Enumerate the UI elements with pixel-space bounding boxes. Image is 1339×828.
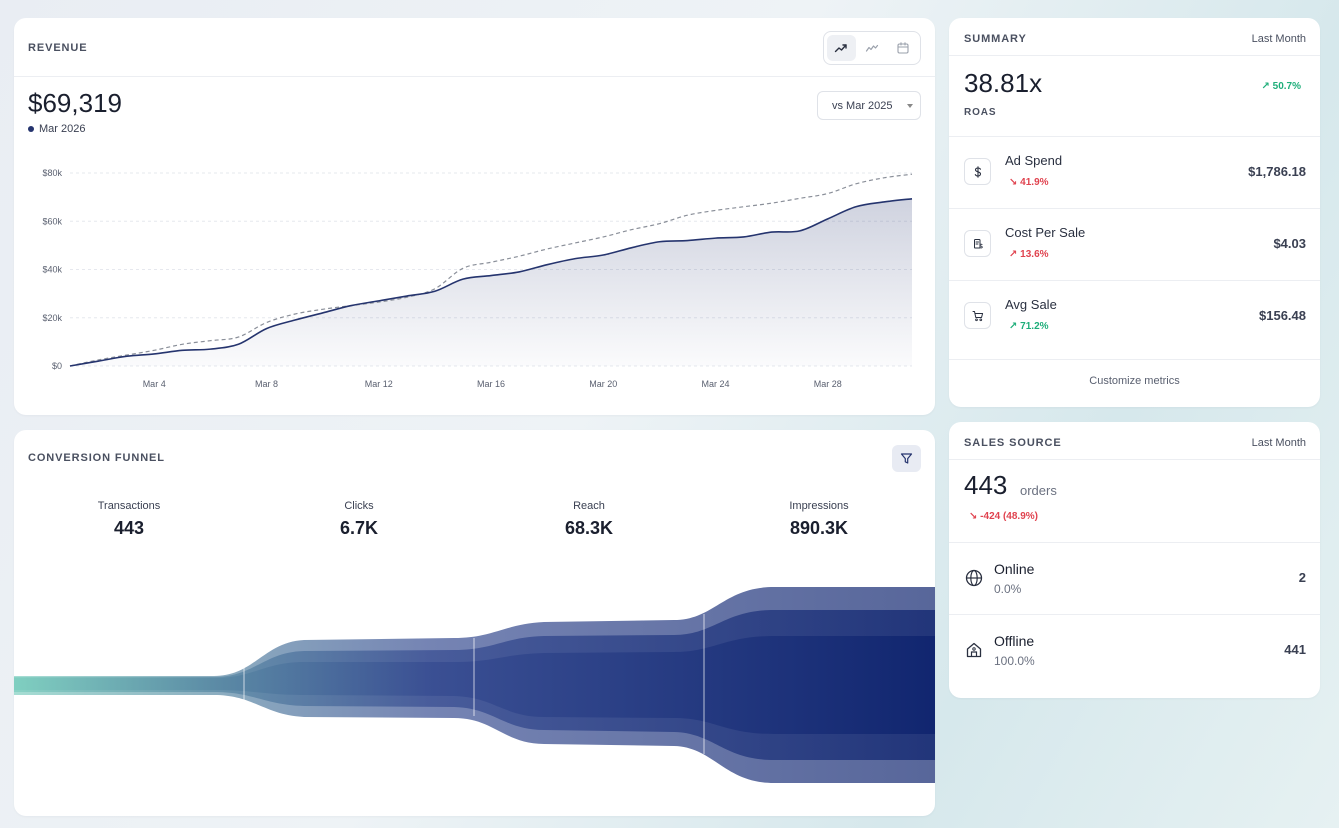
x-tick-label: Mar 12 <box>365 379 393 389</box>
revenue-legend: Mar 2026 <box>28 123 85 135</box>
stage-label: Reach <box>573 500 605 512</box>
summary-period: Last Month <box>1251 33 1306 45</box>
sales-source-card: SALES SOURCE Last Month 443 orders ↘ -42… <box>949 422 1320 698</box>
series-line-mar-2025 <box>69 173 913 367</box>
sales-source-period: Last Month <box>1251 437 1306 449</box>
roas-change: ↗ 50.7% <box>1261 81 1301 92</box>
revenue-chart: $0 $20k $40k $60k $80k Mar 4 Mar 8 Mar 12 Mar 16… <box>42 168 913 389</box>
sales-source-header: SALES SOURCE Last Month <box>949 422 1320 460</box>
sales-source-title: SALES SOURCE <box>964 437 1062 449</box>
roas-value: 38.81x <box>964 68 1043 98</box>
source-count: 2 <box>1298 570 1306 585</box>
y-tick-label: $0 <box>52 361 62 371</box>
globe-icon <box>964 568 984 588</box>
metric-change: ↗ 71.2% <box>1009 321 1049 332</box>
stage-label: Transactions <box>97 500 161 512</box>
summary-title: SUMMARY <box>964 33 1027 45</box>
source-row-online: Online 0.0% 2 <box>949 542 1320 614</box>
metric-change: ↘ 41.9% <box>1009 177 1049 188</box>
metric-row-ad-spend: Ad Spend ↘ 41.9% $1,786.18 <box>949 136 1320 208</box>
y-tick-label: $60k <box>42 216 62 226</box>
source-count: 441 <box>1284 642 1306 657</box>
legend-dot <box>28 126 34 132</box>
cart-icon <box>964 302 991 329</box>
revenue-header: REVENUE <box>14 18 935 77</box>
orders-word: orders <box>1020 483 1057 498</box>
dollar-icon <box>964 158 991 185</box>
trend-up-icon: ↗ <box>1009 321 1021 332</box>
x-tick-label: Mar 24 <box>702 379 730 389</box>
funnel-filter-button[interactable] <box>892 445 921 472</box>
metric-change: ↗ 13.6% <box>1009 249 1049 260</box>
x-tick-label: Mar 8 <box>255 379 278 389</box>
orders-change: ↘ -424 (48.9%) <box>969 511 1038 522</box>
funnel-stage-transactions: Transactions 443 <box>14 500 244 539</box>
revenue-title: REVENUE <box>28 42 88 54</box>
receipt-icon <box>964 230 991 257</box>
summary-header: SUMMARY Last Month <box>949 18 1320 56</box>
compare-period-select[interactable]: vs Mar 2025 <box>817 91 921 120</box>
revenue-amount: $69,319 <box>28 88 122 118</box>
metric-row-cost-per-sale: Cost Per Sale ↗ 13.6% $4.03 <box>949 208 1320 280</box>
stage-label: Clicks <box>344 500 374 512</box>
chevron-down-icon <box>907 104 913 108</box>
customize-metrics-button[interactable]: Customize metrics <box>949 359 1320 407</box>
trend-down-icon: ↘ <box>1009 177 1021 188</box>
metric-name: Ad Spend <box>1005 153 1063 168</box>
funnel-stage-clicks: Clicks 6.7K <box>244 500 474 539</box>
calendar-icon[interactable] <box>888 35 917 61</box>
conversion-funnel-card: CONVERSION FUNNEL Transactions 443 Click… <box>14 430 935 816</box>
legend-label: Mar 2026 <box>39 123 86 135</box>
trend-line-icon[interactable] <box>827 35 856 61</box>
metric-row-avg-sale: Avg Sale ↗ 71.2% $156.48 <box>949 280 1320 359</box>
y-tick-label: $40k <box>42 265 62 275</box>
stage-value: 6.7K <box>339 518 379 538</box>
orders-value: 443 <box>964 470 1008 500</box>
trend-up-icon: ↗ <box>1009 249 1021 260</box>
store-icon <box>964 640 984 660</box>
series-area-mar-2026 <box>70 198 912 366</box>
funnel-graphic <box>14 587 935 783</box>
metric-value: $1,786.18 <box>1248 164 1306 179</box>
stage-value: 890.3K <box>789 518 849 538</box>
series-line-mar-2026 <box>69 197 913 367</box>
source-pct: 100.0% <box>994 654 1035 668</box>
metric-value: $4.03 <box>1273 236 1306 251</box>
sparkline-icon[interactable] <box>858 35 887 61</box>
trend-down-icon: ↘ <box>969 511 981 522</box>
metric-name: Cost Per Sale <box>1005 225 1086 240</box>
metric-value: $156.48 <box>1259 308 1306 323</box>
x-tick-label: Mar 20 <box>589 379 617 389</box>
funnel-stage-reach: Reach 68.3K <box>474 500 704 539</box>
funnel-title: CONVERSION FUNNEL <box>28 452 165 464</box>
x-tick-label: Mar 4 <box>143 379 166 389</box>
trend-up-icon: ↗ <box>1261 81 1273 92</box>
metric-name: Avg Sale <box>1005 297 1057 312</box>
compare-select-label: vs Mar 2025 <box>832 99 893 112</box>
funnel-stage-impressions: Impressions 890.3K <box>704 500 934 539</box>
y-tick-label: $20k <box>42 313 62 323</box>
source-name: Online <box>994 561 1035 577</box>
source-name: Offline <box>994 633 1035 649</box>
x-tick-label: Mar 16 <box>477 379 505 389</box>
stage-value: 68.3K <box>564 518 614 538</box>
x-tick-label: Mar 28 <box>814 379 842 389</box>
summary-card: SUMMARY Last Month 38.81x ROAS ↗ 50.7% A… <box>949 18 1320 407</box>
stage-label: Impressions <box>789 500 849 512</box>
y-tick-label: $80k <box>42 168 62 178</box>
source-pct: 0.0% <box>994 582 1022 596</box>
revenue-card: REVENUE $69,319 Mar 2026 vs Mar 2025 $0 $… <box>14 18 935 415</box>
filter-icon <box>900 453 913 464</box>
stage-value: 443 <box>113 518 145 538</box>
chart-view-toggle <box>823 31 921 65</box>
source-row-offline: Offline 100.0% 441 <box>949 614 1320 686</box>
roas-label: ROAS <box>964 107 997 118</box>
